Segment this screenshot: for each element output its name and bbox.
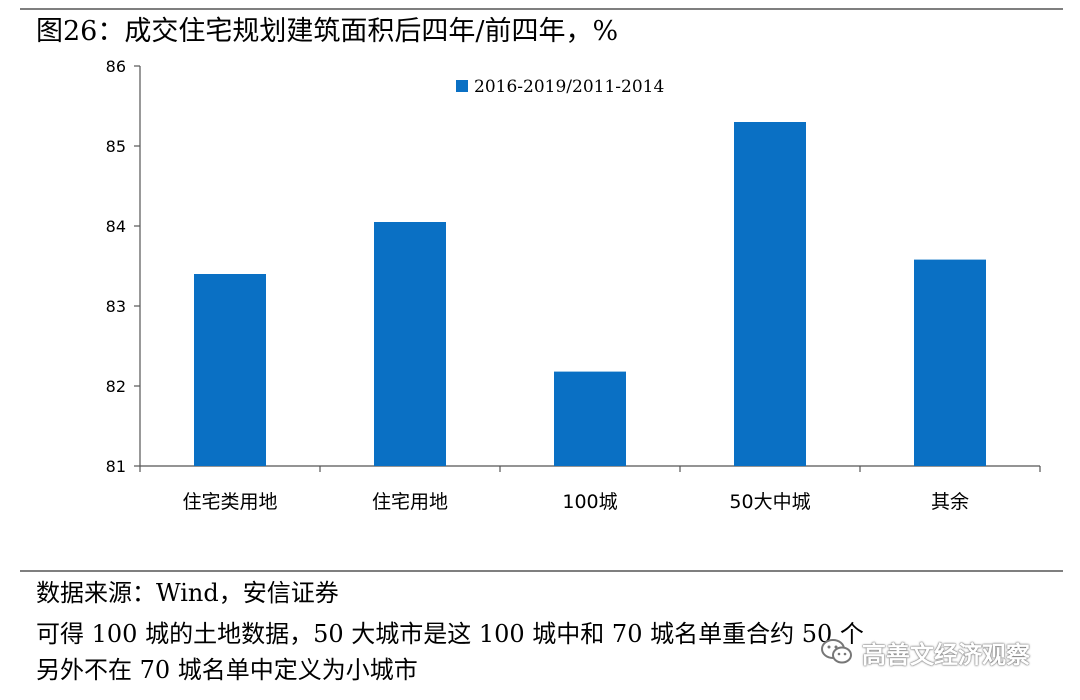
note-line-2: 可得 100 城的土地数据，50 大城市是这 100 城中和 70 城名单重合约… (36, 620, 864, 648)
chart-title: 图26：成交住宅规划建筑面积后四年/前四年，% (36, 16, 619, 47)
x-tick-label: 住宅类用地 (182, 491, 277, 513)
wechat-icon (820, 637, 854, 667)
bar-chart: 81 82 83 84 85 86 住宅类用地 住宅用地 100城 50大中城 其余 2016-201… (106, 57, 1041, 513)
watermark-text: 高善文经济观察 (862, 640, 1030, 669)
y-tick-label: 82 (106, 377, 126, 396)
top-rule (20, 8, 1063, 10)
legend-label: 2016-2019/2011-2014 (474, 77, 664, 97)
legend-swatch (456, 80, 468, 92)
footer-rule (20, 570, 1063, 572)
source-note: 数据来源：Wind，安信证券 (36, 579, 339, 607)
y-tick-label: 84 (106, 217, 126, 236)
bar (554, 371, 626, 466)
bar (374, 222, 446, 466)
x-tick-label: 100城 (562, 491, 617, 513)
bar (734, 122, 806, 466)
y-tick-label: 81 (106, 457, 126, 476)
x-tick-label: 50大中城 (729, 491, 810, 513)
y-tick-label: 85 (106, 137, 126, 156)
watermark: 高善文经济观察 (820, 632, 1030, 672)
bar (914, 259, 986, 466)
x-tick-label: 住宅用地 (372, 491, 448, 513)
x-tick-label: 其余 (931, 491, 969, 513)
y-tick-label: 83 (106, 297, 126, 316)
note-line-3: 另外不在 70 城名单中定义为小城市 (36, 656, 418, 684)
y-tick-label: 86 (106, 57, 126, 76)
bar (194, 274, 266, 466)
